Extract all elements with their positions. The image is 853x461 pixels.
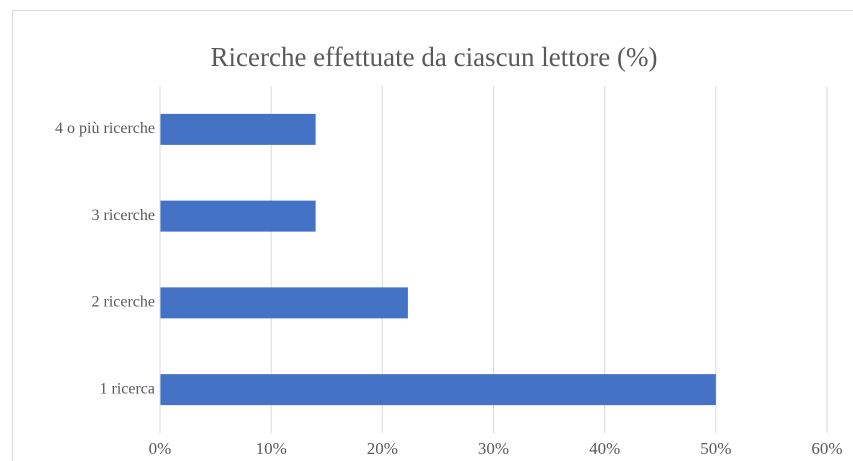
y-tick-label: 3 ricerche xyxy=(91,207,155,224)
x-tick-label: 40% xyxy=(589,439,620,458)
y-tick-label: 2 ricerche xyxy=(91,294,155,311)
bar xyxy=(160,374,716,406)
x-tick-label: 0% xyxy=(149,439,172,458)
x-tick-label: 10% xyxy=(256,439,287,458)
y-tick-label: 1 ricerca xyxy=(99,380,155,397)
bar xyxy=(160,200,316,232)
x-tick-label: 50% xyxy=(700,439,731,458)
x-tick-label: 20% xyxy=(367,439,398,458)
y-tick-label: 4 o più ricerche xyxy=(55,120,155,137)
bar xyxy=(160,287,408,319)
bar xyxy=(160,113,316,145)
x-tick-label: 30% xyxy=(478,439,509,458)
chart-title: Ricerche effettuate da ciascun lettore (… xyxy=(210,42,657,72)
x-tick-label: 60% xyxy=(811,439,842,458)
